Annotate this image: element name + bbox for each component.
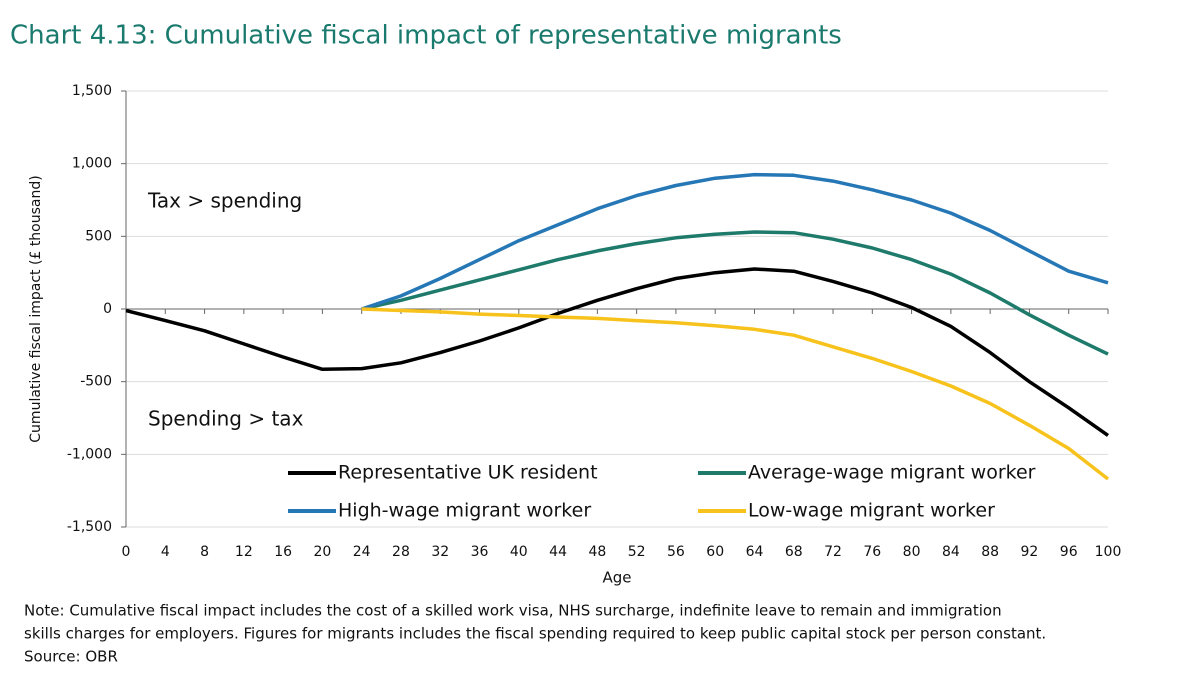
legend-label: Representative UK resident	[338, 462, 598, 484]
x-tick-label: 84	[942, 544, 960, 560]
y-tick-label: 1,500	[72, 83, 112, 99]
x-tick-label: 68	[785, 544, 803, 560]
legend-label: Low-wage migrant worker	[748, 500, 995, 522]
x-tick-label: 48	[588, 544, 606, 560]
y-tick-label: 1,000	[72, 156, 112, 172]
x-tick-label: 64	[746, 544, 764, 560]
x-tick-label: 28	[392, 544, 410, 560]
x-tick-label: 72	[824, 544, 842, 560]
x-tick-label: 80	[903, 544, 921, 560]
series-line	[361, 307, 1110, 481]
annotation: Tax > spending	[147, 189, 302, 213]
x-tick-label: 56	[667, 544, 685, 560]
series-line	[361, 172, 1109, 311]
x-tick-label: 88	[981, 544, 999, 560]
series-line	[125, 267, 1110, 437]
x-tick-label: 92	[1021, 544, 1039, 560]
x-axis-label: Age	[602, 569, 631, 587]
x-tick-label: 100	[1095, 544, 1122, 560]
y-tick-label: -1,500	[67, 519, 112, 535]
x-tick-label: 40	[510, 544, 528, 560]
legend-label: High-wage migrant worker	[338, 500, 591, 522]
x-tick-label: 36	[471, 544, 489, 560]
x-tick-label: 44	[549, 544, 567, 560]
x-tick-label: 52	[628, 544, 646, 560]
x-tick-label: 32	[431, 544, 449, 560]
y-tick-label: 500	[85, 228, 112, 244]
y-axis-label: Cumulative fiscal impact (£ thousand)	[28, 175, 44, 442]
y-tick-label: -500	[80, 374, 112, 390]
x-tick-label: 0	[122, 544, 131, 560]
x-tick-label: 8	[200, 544, 209, 560]
x-tick-label: 24	[353, 544, 371, 560]
note: skills charges for employers. Figures fo…	[24, 625, 1046, 643]
x-tick-label: 12	[235, 544, 253, 560]
annotation: Spending > tax	[148, 407, 304, 431]
note: Note: Cumulative fiscal impact includes …	[24, 602, 1002, 620]
x-tick-label: 20	[313, 544, 331, 560]
x-tick-label: 96	[1060, 544, 1078, 560]
x-tick-label: 76	[863, 544, 881, 560]
y-tick-label: 0	[103, 301, 112, 317]
note: Source: OBR	[24, 648, 118, 666]
chart-title: Chart 4.13: Cumulative fiscal impact of …	[10, 21, 842, 51]
legend-label: Average-wage migrant worker	[748, 462, 1036, 484]
series-line	[361, 230, 1109, 356]
x-tick-label: 60	[706, 544, 724, 560]
y-tick-label: -1,000	[67, 446, 112, 462]
x-tick-label: 4	[161, 544, 170, 560]
x-tick-label: 16	[274, 544, 292, 560]
